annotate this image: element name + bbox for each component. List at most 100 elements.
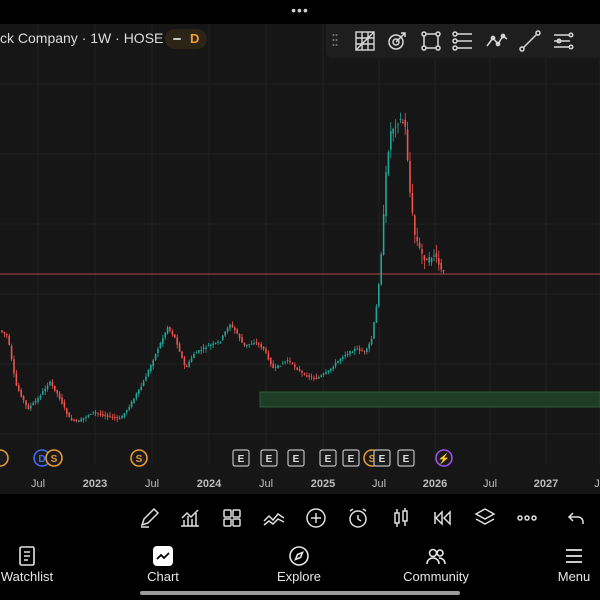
candle-body <box>318 377 320 379</box>
compass-icon <box>288 545 310 567</box>
candle-body <box>157 349 159 354</box>
candle-body <box>426 259 428 261</box>
magnet-target-icon[interactable] <box>385 29 409 53</box>
candle-body <box>344 355 346 357</box>
candle-body <box>138 389 140 394</box>
candle-body <box>202 347 205 349</box>
path-icon[interactable] <box>485 29 509 53</box>
candle-body <box>214 342 217 344</box>
nav-watchlist[interactable]: Watchlist <box>0 545 54 585</box>
candle-body <box>373 322 375 339</box>
home-indicator <box>140 591 460 595</box>
nav-chart-label: Chart <box>147 569 179 584</box>
event-marker-label: E <box>293 454 300 465</box>
candle-body <box>334 362 337 367</box>
candle-body <box>123 413 126 417</box>
candle-body <box>183 357 186 366</box>
candle-body <box>246 344 248 347</box>
layers-icon[interactable] <box>473 506 497 530</box>
candle-body <box>145 376 147 381</box>
candle-body <box>284 361 286 363</box>
candle-body <box>358 348 361 351</box>
compare-icon[interactable] <box>262 506 286 530</box>
candle-body <box>164 332 166 338</box>
candle-body <box>130 401 133 407</box>
candle-body <box>310 376 313 378</box>
candle-body <box>270 358 272 365</box>
candle-body <box>404 119 406 127</box>
candle-body <box>394 126 397 128</box>
candle-body <box>368 343 370 349</box>
candle-body <box>265 348 267 353</box>
rectangle-icon[interactable] <box>419 29 443 53</box>
ruler-lines-icon[interactable] <box>551 29 575 53</box>
add-icon[interactable] <box>304 506 328 530</box>
candle-body <box>205 347 207 349</box>
candle-body <box>135 393 138 399</box>
price-chart[interactable]: D S S E E E E E S E E ⚡Jul 2023 Jul 2024 Jul 2025 Jul 2026… <box>0 24 600 494</box>
candle-body <box>30 405 32 409</box>
symbol-title[interactable]: ck Company · 1W · HOSE <box>0 30 164 46</box>
candle-body <box>106 415 109 417</box>
candle-body <box>296 367 298 370</box>
candle-body <box>147 370 150 377</box>
event-marker-label: ⚡ <box>438 452 450 465</box>
chart-toolbar <box>0 495 600 541</box>
nav-menu-label: Menu <box>557 569 591 584</box>
event-marker-label: E <box>379 454 386 465</box>
top-bar: ••• <box>0 0 600 24</box>
undo-icon[interactable] <box>564 506 588 530</box>
more-dots[interactable]: ••• <box>291 2 309 18</box>
candle-body <box>382 214 385 255</box>
nav-community[interactable]: Community <box>398 545 474 585</box>
x-tick-label: Jul <box>145 478 159 490</box>
candle-body <box>75 419 78 422</box>
market-status-pill[interactable]: D <box>165 29 207 49</box>
event-marker-label: E <box>403 454 410 465</box>
candle-body <box>260 344 262 348</box>
nav-chart[interactable]: Chart <box>137 545 189 585</box>
candle-body <box>248 344 250 346</box>
candle-body <box>176 337 178 345</box>
candle-body <box>229 324 231 329</box>
candle-body <box>181 351 183 358</box>
chart-area[interactable]: D S S E E E E E S E E ⚡ Jul 2023 Jul 2024 Jul 2025 Jul 2026… <box>0 24 600 494</box>
candle-body <box>3 331 6 334</box>
candle-body <box>37 398 39 402</box>
candle-body <box>421 248 423 254</box>
x-tick-label: 2027 <box>534 478 558 490</box>
highlight-zone <box>259 391 600 408</box>
earnings-marker <box>397 449 415 467</box>
indicators-icon[interactable] <box>178 506 202 530</box>
brush-icon[interactable] <box>137 506 161 530</box>
drag-handle-icon[interactable] <box>332 33 338 47</box>
candle-body <box>414 215 416 235</box>
candle-body <box>195 352 198 354</box>
channel-icon[interactable] <box>451 29 475 53</box>
candle-body <box>66 408 68 414</box>
nav-explore[interactable]: Explore <box>270 545 328 585</box>
fib-grid-icon[interactable] <box>353 29 377 53</box>
candle-body <box>94 412 97 414</box>
candle-body <box>140 386 142 391</box>
candle-body <box>32 402 34 406</box>
alert-clock-icon[interactable] <box>346 506 370 530</box>
more-icon[interactable] <box>515 506 539 530</box>
candle-body <box>342 356 344 359</box>
candle-body <box>272 363 274 368</box>
candle-body <box>397 124 399 126</box>
candle-body <box>166 327 169 334</box>
earnings-marker <box>260 449 278 467</box>
layout-grid-icon[interactable] <box>220 506 244 530</box>
candle-body <box>51 382 54 386</box>
candle-body <box>174 334 176 338</box>
x-tick-label: 2024 <box>197 478 222 490</box>
earnings-marker <box>373 449 391 467</box>
candle-type-icon[interactable] <box>389 506 413 530</box>
x-tick-label: Jul <box>31 478 45 490</box>
replay-icon[interactable] <box>431 506 455 530</box>
nav-menu[interactable]: Menu <box>550 545 598 585</box>
trend-line-icon[interactable] <box>518 29 542 53</box>
candle-body <box>267 352 270 360</box>
event-marker-label: E <box>266 454 273 465</box>
